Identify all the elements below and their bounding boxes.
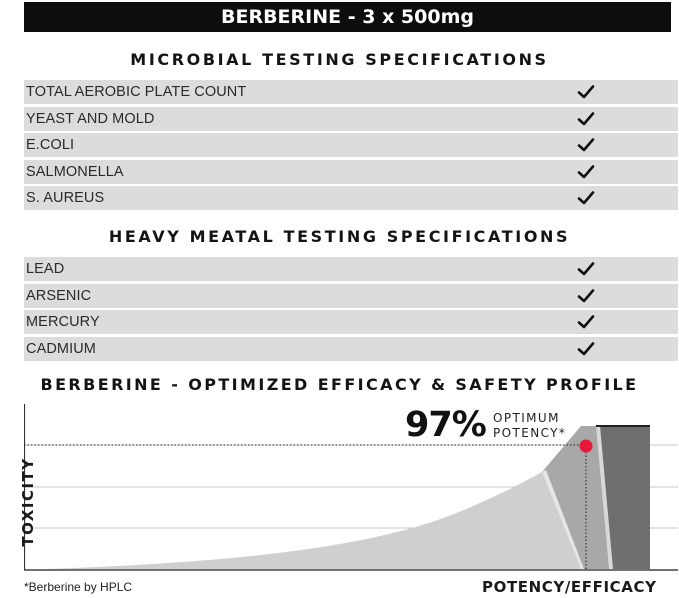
heavy-metal-spec-table: LEAD ARSENIC MERCURY CADMIUM [24,257,678,363]
efficacy-profile-graphic [24,404,678,571]
check-icon [577,191,595,205]
check-icon [577,288,595,302]
spec-row: YEAST AND MOLD [24,106,678,131]
curve-area-high-edge [596,426,613,569]
spec-row-label: SALMONELLA [26,163,124,180]
spec-row: TOTAL AEROBIC PLATE COUNT [24,80,678,104]
spec-row-label: S. AUREUS [26,190,105,206]
heavy-metal-section-title: HEAVY MEATAL TESTING SPECIFICATIONS [108,227,571,246]
potency-percentage: 97% [405,405,487,445]
check-icon [577,315,595,329]
microbial-spec-table: TOTAL AEROBIC PLATE COUNT YEAST AND MOLD… [24,80,678,213]
spec-row-label: MERCURY [26,314,100,330]
curve-area-mid [542,426,609,569]
spec-row: SALMONELLA [24,159,678,184]
x-axis-label: POTENCY/EFFICACY [482,578,657,596]
y-axis-label: TOXICITY [19,457,37,547]
curve-area-low [48,472,581,569]
optimum-potency-label: OPTIMUM POTENCY* [493,411,566,441]
spec-row: LEAD [24,257,678,281]
product-banner: BERBERINE - 3 x 500mg [24,2,671,32]
check-icon [577,262,595,276]
spec-row: CADMIUM [24,336,678,361]
spec-row-label: TOTAL AEROBIC PLATE COUNT [26,84,247,100]
spec-row: E.COLI [24,133,678,157]
spec-row-label: LEAD [26,261,65,277]
spec-row-label: E.COLI [26,137,75,153]
spec-row-label: YEAST AND MOLD [26,110,155,127]
footnote: *Berberine by HPLC [24,580,133,594]
microbial-section-title: MICROBIAL TESTING SPECIFICATIONS [130,50,549,69]
optimum-potency-marker [579,439,593,453]
profile-section-title: BERBERINE - OPTIMIZED EFFICACY & SAFETY … [40,375,639,394]
spec-row-label: CADMIUM [26,340,96,357]
check-icon [577,341,595,355]
check-icon [577,138,595,152]
spec-row: ARSENIC [24,283,678,308]
spec-row-label: ARSENIC [26,287,92,304]
potency-label-line2: POTENCY* [493,426,567,440]
check-icon [577,85,595,99]
check-icon [577,111,595,125]
check-icon [577,164,595,178]
curve-area-mid-highlight [542,470,584,569]
spec-row: MERCURY [24,310,678,334]
spec-row: S. AUREUS [24,186,678,210]
potency-label-line1: OPTIMUM [493,411,560,425]
